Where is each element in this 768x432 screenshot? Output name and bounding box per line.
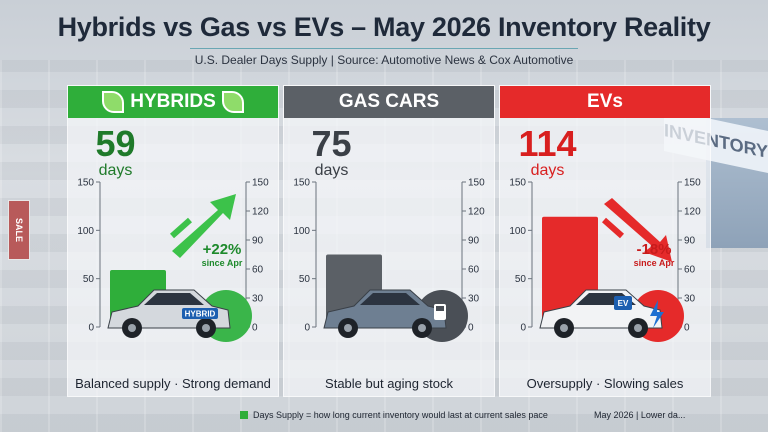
ev-badge-text: EV [618, 299, 629, 308]
right-tick-label: 0 [468, 323, 474, 334]
left-tick-label: 0 [88, 323, 94, 334]
panel-caption: Oversupply · Slowing sales [526, 376, 684, 391]
panel-evs: EVs 114 days 0 50 100 150 0 30 60 90 120 150 EV -18… [499, 85, 711, 397]
right-tick-label: 0 [684, 323, 690, 334]
legend-swatch [240, 411, 248, 419]
right-tick-label: 60 [684, 265, 696, 276]
car-illustration: HYBRID [107, 289, 252, 342]
right-tick-label: 150 [252, 178, 269, 189]
change-sublabel: since Apr [202, 258, 243, 268]
panel-caption: Stable but aging stock [325, 376, 453, 391]
bar-chart-gas: 0 50 100 150 0 30 60 90 120 150 [293, 178, 485, 342]
chart-subtitle: U.S. Dealer Days Supply | Source: Automo… [194, 53, 574, 67]
leaf-icon [102, 91, 125, 113]
left-tick-label: 150 [77, 178, 94, 189]
down-arrow-icon [604, 198, 672, 262]
car-window [360, 293, 420, 305]
up-arrow-icon [172, 194, 236, 258]
panel-title: HYBRIDS [130, 91, 216, 112]
dateline: May 2026 | Lower da... [594, 410, 686, 420]
right-tick-label: 120 [468, 207, 485, 218]
title-underline [190, 48, 578, 49]
right-tick-label: 60 [468, 265, 480, 276]
right-tick-label: 90 [252, 236, 264, 247]
footnote-text: Days Supply = how long current inventory… [253, 410, 548, 420]
left-tick-label: 100 [509, 226, 526, 237]
big-value: 75 [311, 123, 352, 164]
big-value-unit: days [98, 162, 133, 179]
right-tick-label: 150 [684, 178, 701, 189]
left-tick-label: 50 [83, 274, 95, 285]
chart-title: Hybrids vs Gas vs EVs – May 2026 Invento… [57, 12, 711, 42]
car-body [323, 289, 447, 329]
car-hub [634, 324, 642, 332]
car-hub [560, 324, 568, 332]
bar-chart-hybrids: 0 50 100 150 0 30 60 90 120 150 HYBRID +22%since Ap… [77, 178, 269, 342]
left-tick-label: 150 [509, 178, 526, 189]
fuel-pump-window [436, 306, 444, 311]
right-tick-label: 0 [252, 323, 258, 334]
change-label: -18% [636, 241, 671, 258]
big-value-unit: days [530, 162, 565, 179]
panel-gas-cars: GAS CARS 75 days 0 50 100 150 0 30 60 90 120 150 … [283, 85, 495, 397]
sale-sign: SALE [8, 200, 30, 260]
right-tick-label: 90 [684, 236, 696, 247]
right-tick-label: 150 [468, 178, 485, 189]
big-value-unit: days [314, 162, 349, 179]
left-tick-label: 50 [299, 274, 311, 285]
leaf-icon [221, 91, 244, 113]
left-tick-label: 150 [293, 178, 310, 189]
panel-header-evs: EVs [500, 86, 710, 118]
left-tick-label: 0 [304, 323, 310, 334]
right-tick-label: 30 [468, 294, 480, 305]
hybrid-badge-text: HYBRID [185, 310, 216, 319]
right-tick-label: 60 [252, 265, 264, 276]
car-illustration: EV [539, 289, 684, 342]
right-tick-label: 120 [684, 207, 701, 218]
right-tick-label: 90 [468, 236, 480, 247]
car-hub [202, 324, 210, 332]
left-tick-label: 50 [515, 274, 527, 285]
down-arrow-trail [602, 217, 624, 239]
change-label: +22% [203, 241, 242, 258]
ev-badge [614, 296, 632, 310]
big-value: 59 [95, 123, 136, 164]
car-hub [344, 324, 352, 332]
panel-header-gas: GAS CARS [284, 86, 494, 118]
up-arrow-trail [170, 217, 192, 239]
panel-header-hybrids: HYBRIDS [68, 86, 278, 118]
panel-title: EVs [587, 91, 623, 112]
change-sublabel: since Apr [634, 258, 675, 268]
panel-hybrids: HYBRIDS 59 days 0 50 100 150 0 30 60 90 120 150 HY… [67, 85, 279, 397]
panel-caption: Balanced supply · Strong demand [75, 376, 271, 391]
left-tick-label: 100 [293, 226, 310, 237]
hybrid-badge [182, 308, 218, 319]
panel-title: GAS CARS [338, 91, 440, 112]
big-value: 114 [518, 123, 577, 164]
lightning-icon [650, 300, 664, 328]
right-tick-label: 30 [684, 294, 696, 305]
car-hub [128, 324, 136, 332]
right-tick-label: 30 [252, 294, 264, 305]
footnote: Days Supply = how long current inventory… [240, 410, 548, 420]
right-tick-label: 120 [252, 207, 269, 218]
car-hub [418, 324, 426, 332]
car-illustration [323, 289, 468, 342]
car-window [144, 293, 204, 305]
left-tick-label: 100 [77, 226, 94, 237]
left-tick-label: 0 [520, 323, 526, 334]
bar-chart-evs: 0 50 100 150 0 30 60 90 120 150 EV -18%since Apr [509, 178, 701, 342]
